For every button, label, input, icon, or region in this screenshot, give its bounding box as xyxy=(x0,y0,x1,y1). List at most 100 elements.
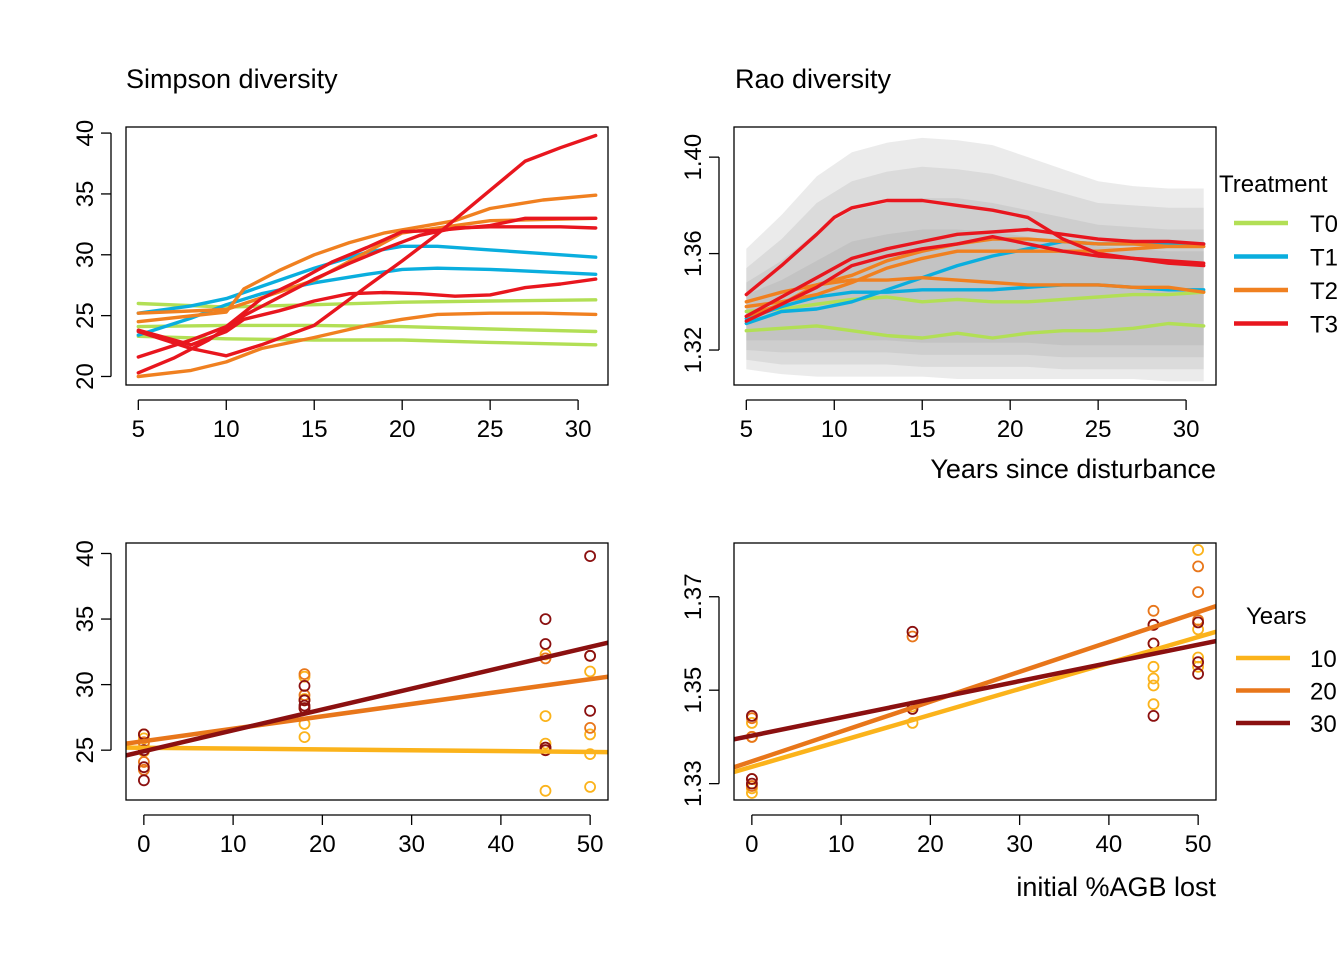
scatter-point xyxy=(1192,667,1204,680)
y-tick-label: 30 xyxy=(72,671,99,698)
x-tick-label: 15 xyxy=(909,416,936,443)
scatter-point xyxy=(584,728,596,741)
scatter-point xyxy=(906,630,919,643)
x-tick-label: 5 xyxy=(740,416,753,443)
fit-line-20 xyxy=(126,674,608,746)
x-tick-label: 40 xyxy=(488,831,515,858)
envelope-band xyxy=(746,166,1204,370)
scatter-point xyxy=(1192,560,1204,573)
panel-simpson-scatter: 0 10 20 30 40 50 25 30 35 40 xyxy=(72,540,609,858)
panel-title: Rao diversity xyxy=(735,64,892,94)
plot-area xyxy=(136,133,598,379)
scatter-point xyxy=(746,773,758,785)
x-axis-label: Years since disturbance xyxy=(930,454,1216,484)
series-line-T3 xyxy=(744,234,1206,323)
legend-entry-label: 20 xyxy=(1310,679,1337,706)
legend-entry-label: T2 xyxy=(1310,278,1338,305)
panel-rao-lines: Rao diversity Years since disturbance Tr… xyxy=(680,64,1338,484)
x-tick-label: 50 xyxy=(577,831,604,858)
x-tick-label: 20 xyxy=(917,831,944,858)
series-line-T3 xyxy=(744,227,1206,318)
scatter-point xyxy=(1147,679,1160,692)
scatter-point xyxy=(906,625,919,638)
y-tick-label: 25 xyxy=(72,302,99,329)
y-tick-label: 40 xyxy=(72,540,99,567)
plot-area xyxy=(734,544,1216,799)
series-line-T0 xyxy=(136,298,598,309)
scatter-point xyxy=(298,668,311,680)
x-tick-label: 30 xyxy=(398,831,425,858)
scatter-point xyxy=(539,613,552,625)
series-line-T2 xyxy=(744,244,1206,309)
scatter-point xyxy=(1147,672,1160,685)
y-tick-label: 1.32 xyxy=(680,327,707,374)
scatter-point xyxy=(1147,660,1160,673)
x-axis: 0 10 20 30 40 50 xyxy=(745,814,1212,858)
scatter-point xyxy=(539,638,552,650)
scatter-point xyxy=(1192,544,1204,556)
plot-area xyxy=(744,137,1206,382)
plot-area xyxy=(126,550,608,797)
scatter-point xyxy=(1147,604,1160,617)
y-axis: 20 25 30 35 40 xyxy=(72,120,112,390)
x-tick-label: 30 xyxy=(565,416,592,443)
plot-frame xyxy=(733,542,1217,801)
x-tick-label: 0 xyxy=(137,831,150,858)
y-tick-label: 20 xyxy=(72,363,99,390)
plot-frame xyxy=(125,126,609,386)
fit-line-30 xyxy=(734,638,1216,742)
x-tick-label: 40 xyxy=(1096,831,1123,858)
envelope-band xyxy=(746,229,1204,346)
legend-entry-label: 30 xyxy=(1310,711,1337,738)
scatter-point xyxy=(584,781,596,793)
scatter-point xyxy=(584,649,596,662)
y-axis: 1.33 1.35 1.37 xyxy=(680,573,720,807)
x-tick-label: 20 xyxy=(389,416,416,443)
series-line-T2 xyxy=(136,311,598,379)
y-tick-label: 1.35 xyxy=(680,667,707,714)
y-tick-label: 1.33 xyxy=(680,760,707,807)
x-axis-label: initial %AGB lost xyxy=(1016,872,1216,902)
fit-line-10 xyxy=(734,629,1216,775)
scatter-point xyxy=(1147,698,1160,711)
scatter-point xyxy=(746,777,758,790)
y-tick-label: 35 xyxy=(72,181,99,208)
legend-title: Years xyxy=(1246,603,1307,630)
x-tick-label: 25 xyxy=(1085,416,1112,443)
scatter-point xyxy=(539,737,552,750)
plot-frame xyxy=(125,542,609,801)
panel-title: Simpson diversity xyxy=(126,64,338,94)
plot-frame xyxy=(733,126,1217,386)
fit-line-30 xyxy=(126,640,608,758)
scatter-point xyxy=(137,774,150,787)
x-axis: 5 10 15 20 25 30 xyxy=(740,399,1199,443)
y-tick-label: 30 xyxy=(72,241,99,268)
x-tick-label: 15 xyxy=(301,416,328,443)
series-line-T0 xyxy=(744,321,1206,340)
x-tick-label: 20 xyxy=(309,831,336,858)
scatter-point xyxy=(137,761,150,774)
x-axis: 0 10 20 30 40 50 xyxy=(137,814,604,858)
x-tick-label: 50 xyxy=(1185,831,1212,858)
series-line-T3 xyxy=(136,133,598,358)
scatter-point xyxy=(137,756,150,768)
y-tick-label: 1.40 xyxy=(680,134,707,181)
x-tick-label: 25 xyxy=(477,416,504,443)
series-line-T3 xyxy=(136,277,598,347)
scatter-point xyxy=(584,704,596,717)
scatter-point xyxy=(298,731,311,743)
series-line-T2 xyxy=(136,193,598,324)
y-axis: 1.32 1.36 1.40 xyxy=(680,134,720,374)
panel-simpson-lines: Simpson diversity 5 10 15 20 25 30 20 25 30 35 40 xyxy=(72,64,609,443)
legend-entry-label: T0 xyxy=(1310,211,1338,238)
scatter-point xyxy=(746,710,758,722)
x-tick-label: 10 xyxy=(821,416,848,443)
x-tick-label: 30 xyxy=(1006,831,1033,858)
scatter-point xyxy=(584,550,596,562)
legend-treatment: Treatment T0 T1 T2 T3 xyxy=(1219,171,1338,339)
x-tick-label: 5 xyxy=(132,416,145,443)
scatter-point xyxy=(584,665,596,678)
x-tick-label: 0 xyxy=(745,831,758,858)
